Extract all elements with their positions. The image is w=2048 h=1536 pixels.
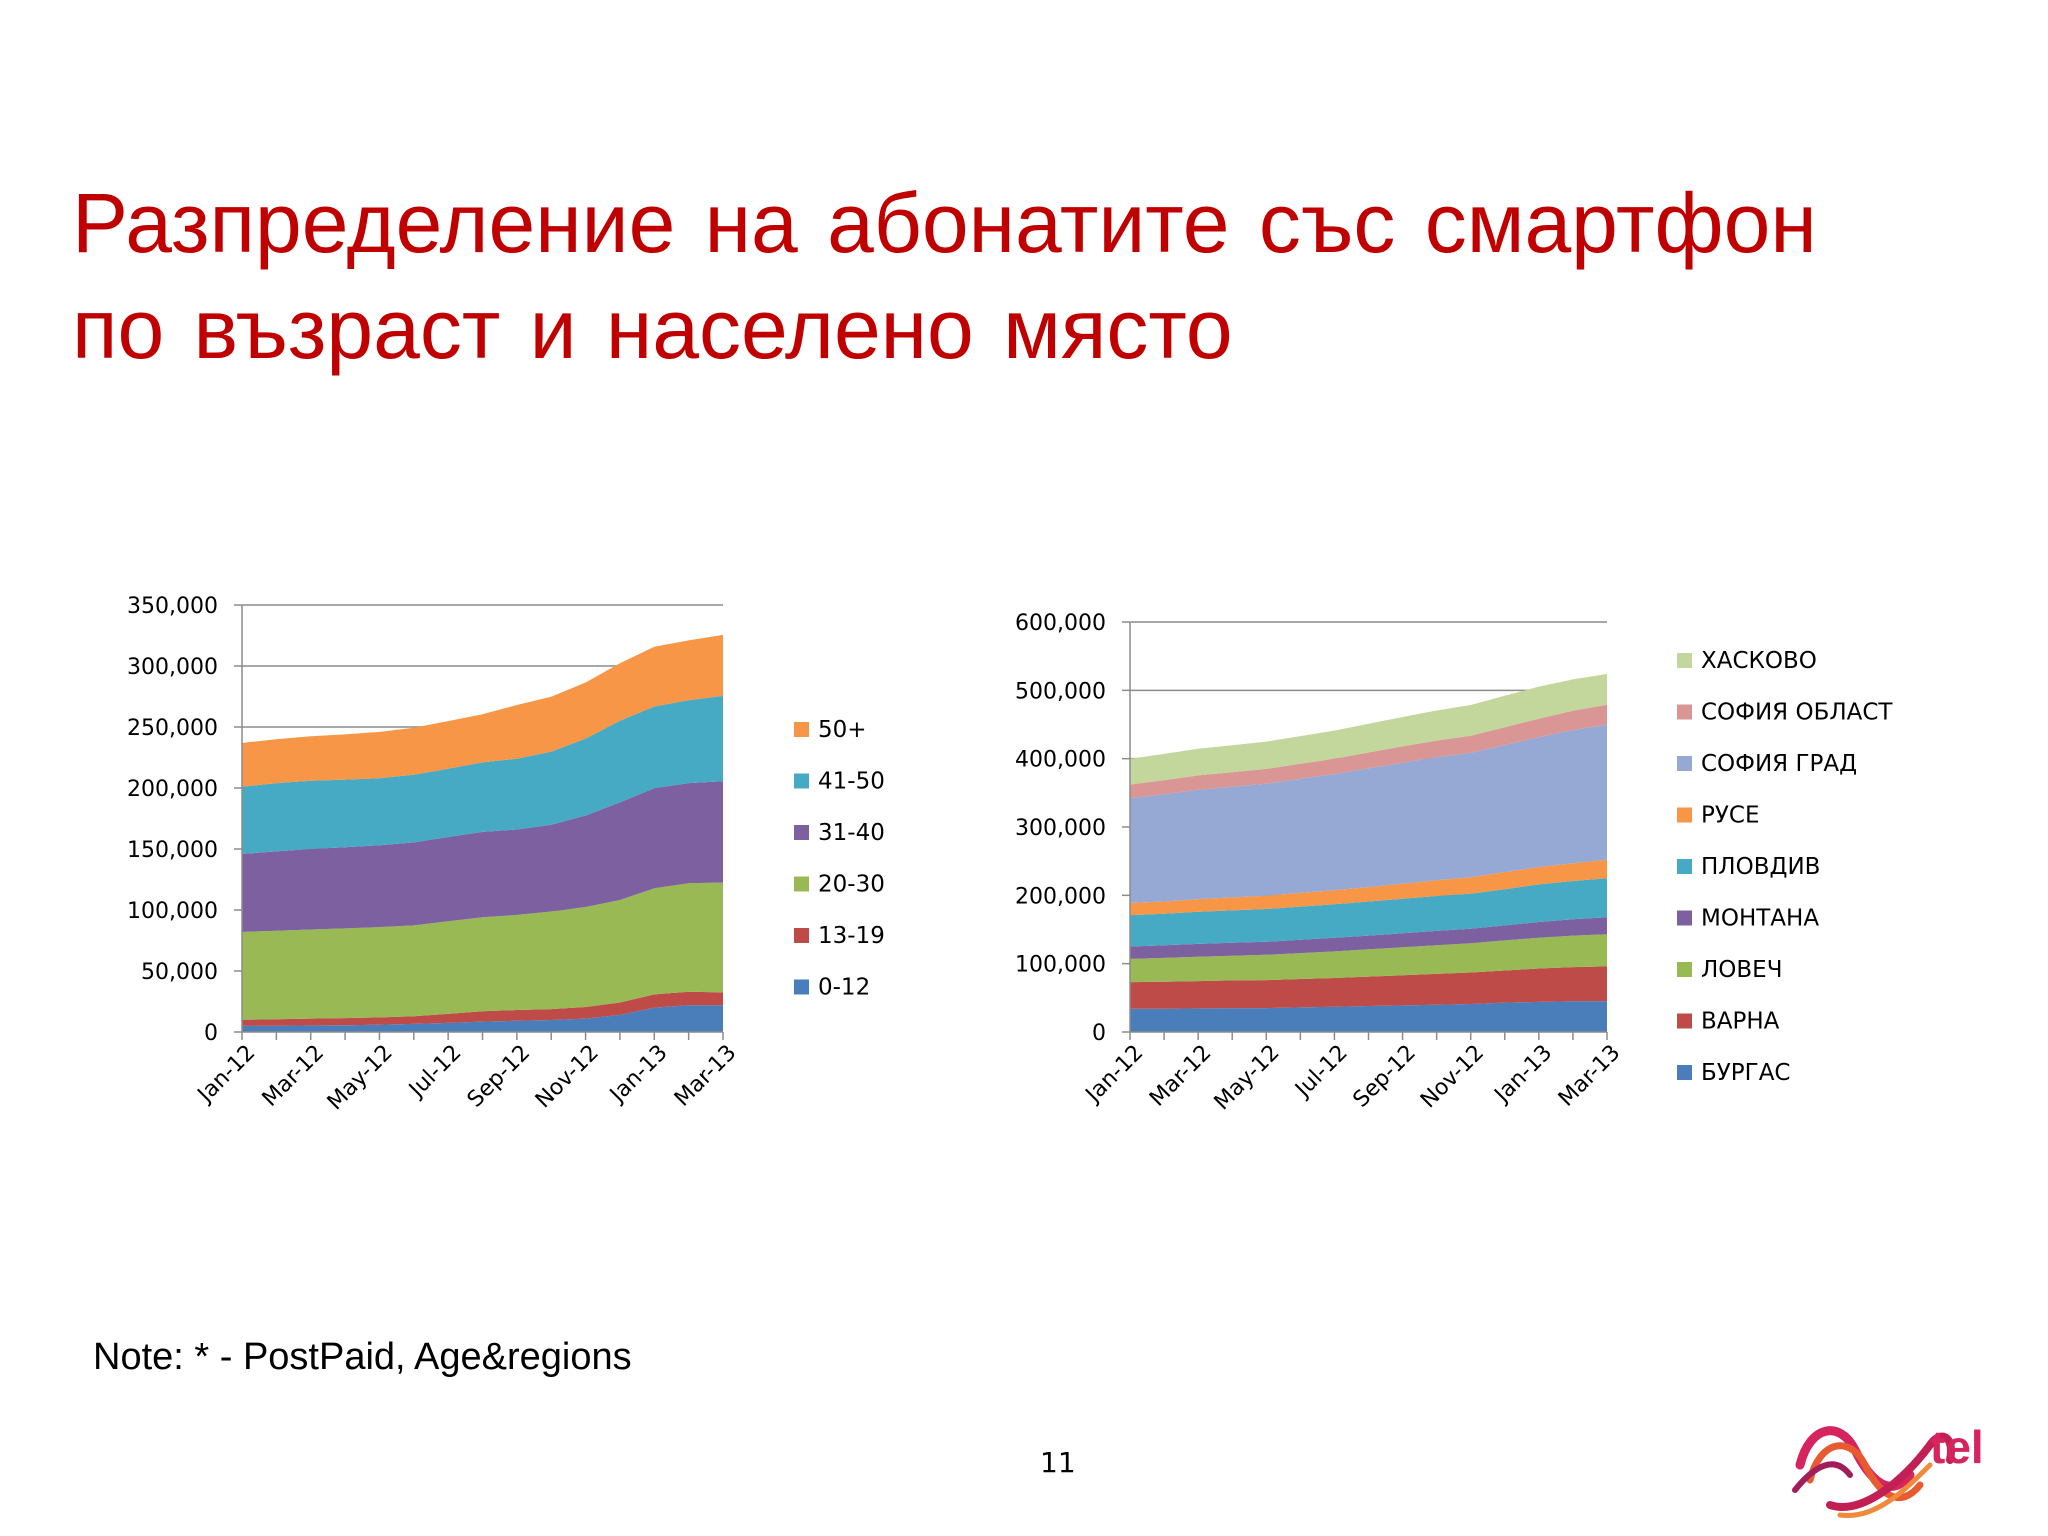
legend-label: 31-40 [818,820,885,846]
y-tick-label: 0 [1092,1021,1106,1046]
legend-label: 50+ [818,717,867,743]
legend-swatch [1677,704,1692,720]
x-tick-label: Sep-12 [463,1040,535,1112]
legend-swatch [794,773,809,789]
area-series-7 [1130,704,1607,799]
legend-swatch [794,722,809,737]
legend-label: 20-30 [818,872,885,898]
legend-label: ЛОВЕЧ [1701,957,1782,983]
x-tick-label: Jan-13 [1489,1040,1557,1108]
y-tick-label: 150,000 [127,838,218,863]
x-tick-label: Jan-12 [1080,1040,1148,1108]
x-tick-label: Jan-12 [192,1040,260,1108]
logo-text: tel [1930,1421,1984,1473]
x-tick-label: Jul-12 [403,1040,466,1103]
legend-label: ХАСКОВО [1701,648,1817,674]
x-tick-label: Jan-13 [604,1040,672,1108]
area-series-2 [1130,934,1607,983]
legend-swatch [1677,756,1692,771]
legend-swatch [1677,1013,1692,1029]
y-tick-label: 500,000 [1015,679,1106,704]
legend-swatch [1677,653,1692,668]
company-logo: tel [1792,1421,1984,1519]
area-series-5 [1130,859,1607,916]
x-tick-label: Nov-12 [531,1040,604,1113]
legend-label: 13-19 [818,923,885,949]
x-tick-label: Jul-12 [1290,1040,1353,1103]
legend-swatch [794,979,809,995]
area-series-3 [242,781,723,932]
y-tick-label: 50,000 [141,960,218,985]
area-series-8 [1130,673,1607,785]
y-tick-label: 600,000 [1015,611,1106,636]
region-distribution-chart: 0 100,000 200,000 300,000 400,000 500,000 600,… [1015,611,1893,1115]
y-tick-label: 100,000 [1015,953,1106,978]
y-tick-label: 0 [204,1021,218,1046]
area-series-4 [1130,878,1607,947]
legend-label: БУРГАС [1701,1060,1790,1086]
area-series-2 [242,882,723,1020]
legend-label: 0-12 [818,975,870,1001]
legend-label: 41-50 [818,769,885,795]
y-tick-label: 250,000 [127,716,218,741]
x-tick-label: Mar-12 [258,1040,329,1111]
slide-title-line-2: по възраст и населено място [72,282,1233,376]
legend-label: СОФИЯ ГРАД [1701,751,1857,777]
area-series-4 [242,695,723,854]
legend-swatch [794,876,809,892]
area-series-1 [1130,966,1607,1009]
x-tick-label: Sep-12 [1349,1040,1421,1112]
legend-label: ПЛОВДИВ [1701,854,1820,880]
area-series-5 [242,634,723,787]
y-tick-label: 200,000 [1015,884,1106,909]
x-tick-label: Mar-12 [1145,1040,1216,1111]
y-tick-label: 200,000 [127,777,218,802]
slide-title-line-1: Разпределение на абонатите със смартфон [72,176,1817,270]
page-number: 11 [1040,1446,1076,1479]
x-tick-label: May-12 [323,1040,398,1115]
legend-swatch [794,928,809,943]
area-series-3 [1130,917,1607,959]
legend-swatch [1677,962,1692,977]
area-series-0 [242,1005,723,1032]
y-tick-label: 300,000 [1015,816,1106,841]
slide-title: Разпределение на абонатите със смартфон … [72,170,1972,382]
x-tick-label: Nov-12 [1416,1040,1489,1113]
legend-swatch [1677,807,1692,823]
legend-label: МОНТАНА [1701,906,1819,932]
area-series-6 [1130,724,1607,903]
y-tick-label: 100,000 [127,899,218,924]
legend-label: РУСЕ [1701,803,1759,829]
legend-swatch [1677,1065,1692,1080]
legend-swatch [1677,910,1692,926]
x-tick-label: Mar-13 [670,1040,741,1111]
age-distribution-chart: 0 50,000 100,000 150,000 200,000 250,000 300,0… [127,594,885,1115]
area-series-0 [1130,1001,1607,1032]
area-series-1 [242,991,723,1026]
y-tick-label: 350,000 [127,594,218,619]
x-tick-label: Mar-13 [1554,1040,1625,1111]
x-tick-label: May-12 [1210,1040,1285,1115]
legend-label: ВАРНА [1701,1009,1780,1035]
legend-label: СОФИЯ ОБЛАСТ [1701,700,1893,726]
footnote: Note: * - PostPaid, Age&regions [93,1336,632,1378]
legend-swatch [1677,859,1692,874]
y-tick-label: 300,000 [127,655,218,680]
y-tick-label: 400,000 [1015,748,1106,773]
legend-swatch [794,825,809,840]
